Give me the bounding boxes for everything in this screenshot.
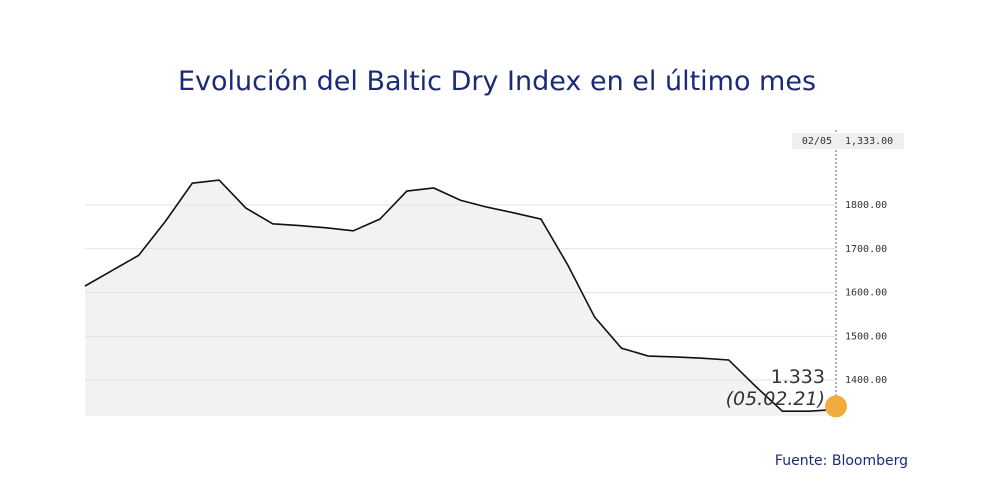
last-point xyxy=(825,395,847,418)
value-label: 1.333 xyxy=(771,366,825,388)
y-tick-label: 1800.00 xyxy=(845,200,887,211)
chart-title: Evolución del Baltic Dry Index en el últ… xyxy=(178,66,816,97)
crosshair-value: 1,333.00 xyxy=(845,136,893,147)
y-tick-label: 1700.00 xyxy=(845,244,887,255)
area-fill xyxy=(85,180,836,416)
source: Fuente: Bloomberg xyxy=(775,453,908,469)
crosshair-date: 02/05 xyxy=(802,136,832,147)
y-tick-label: 1500.00 xyxy=(845,331,887,342)
line xyxy=(84,179,837,412)
annotation: (05.02.21) xyxy=(726,388,825,410)
crosshair-box xyxy=(792,133,904,149)
y-tick-label: 1600.00 xyxy=(845,288,887,299)
y-tick-label: 1400.00 xyxy=(845,375,887,386)
